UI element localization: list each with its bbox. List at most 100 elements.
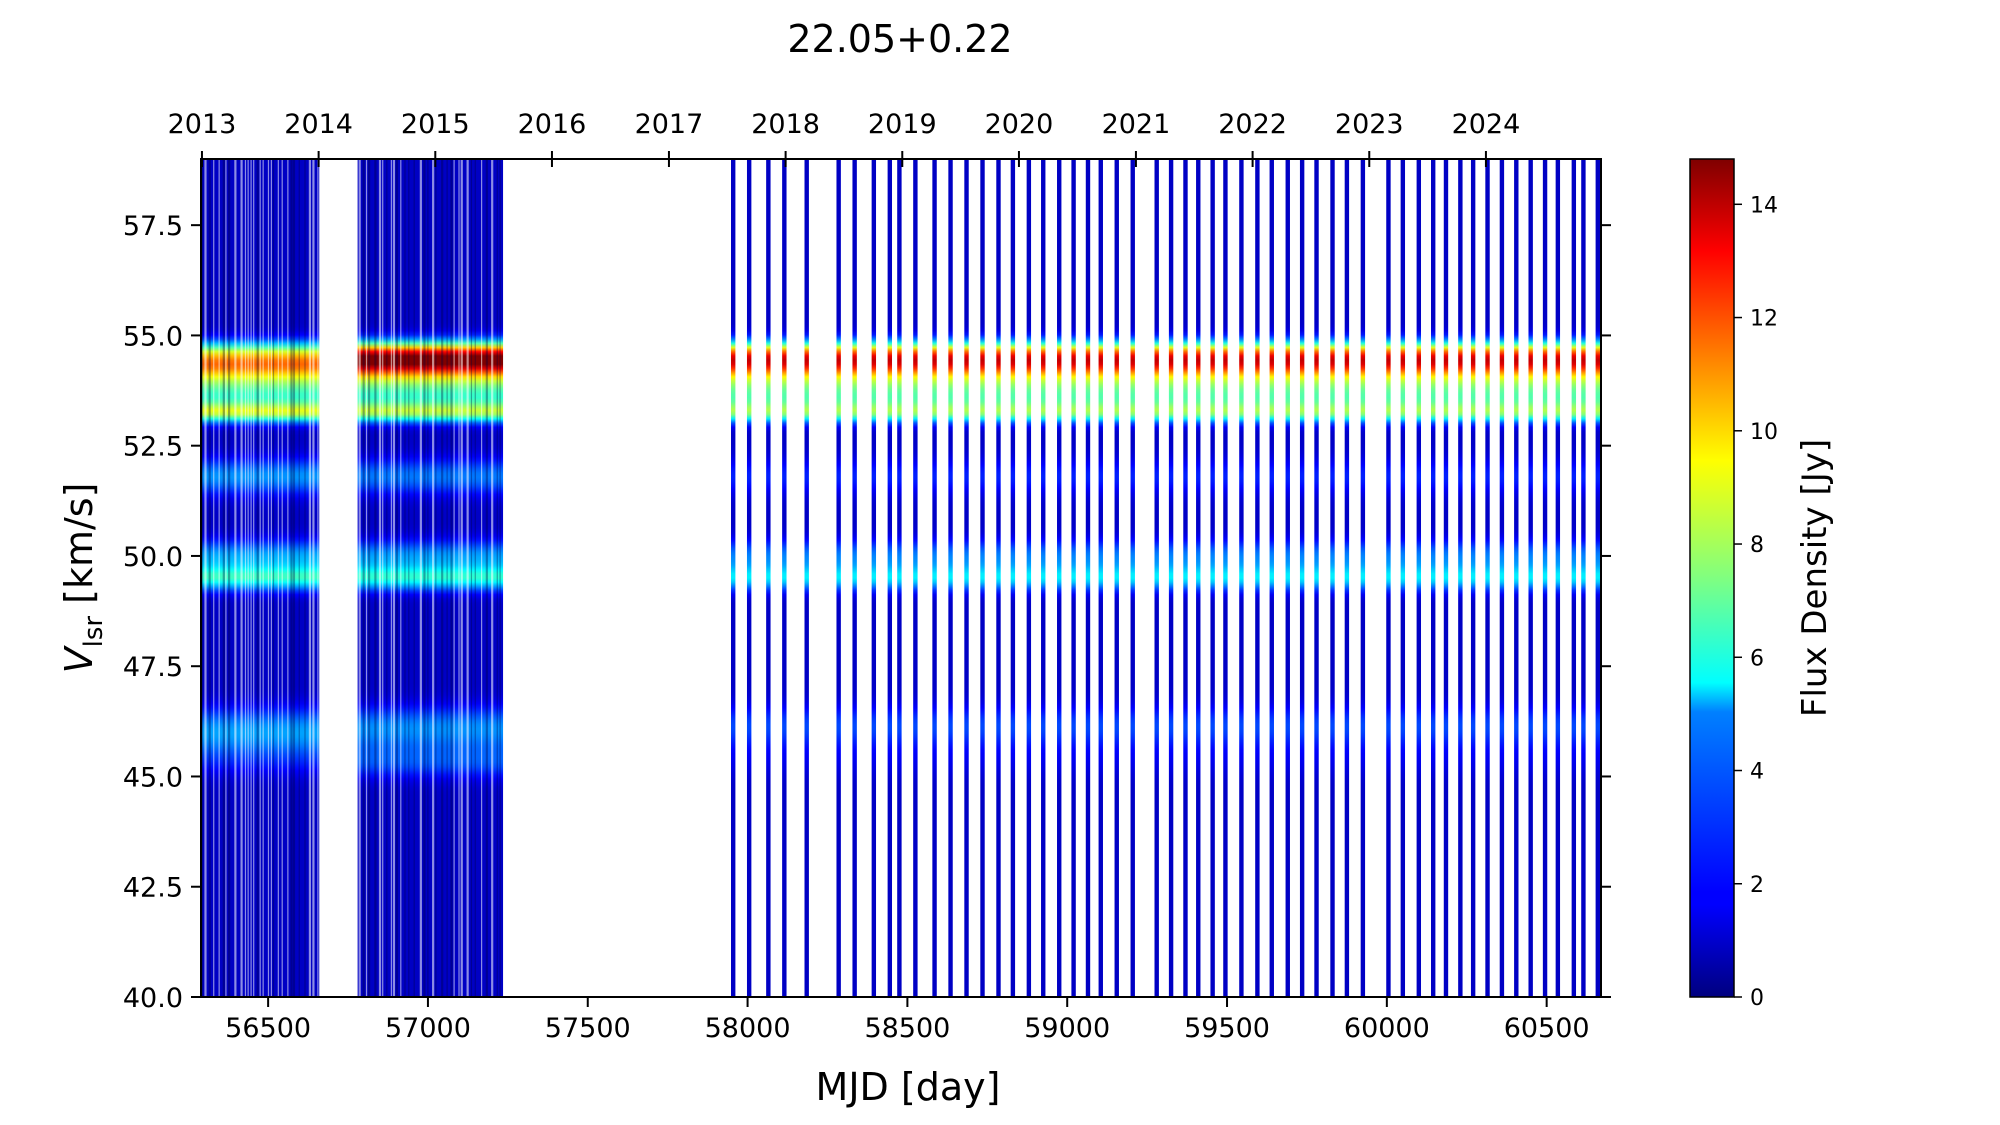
epoch-line: [1571, 159, 1577, 997]
y-tick-label: 45.0: [123, 762, 183, 793]
epoch-line: [1010, 159, 1016, 997]
epoch-line: [1443, 159, 1449, 997]
epoch-line: [367, 159, 371, 997]
epoch-line: [208, 159, 211, 997]
epoch-line: [470, 159, 473, 997]
epoch-line: [932, 159, 937, 997]
colorbar-tick-label: 6: [1750, 646, 1764, 671]
epoch-line: [272, 159, 275, 997]
epoch-line: [374, 159, 377, 997]
epoch-line: [292, 159, 296, 997]
epoch-line: [1154, 159, 1159, 997]
epoch-line: [1269, 159, 1274, 997]
colorbar-tick-label: 14: [1750, 193, 1778, 218]
epoch-line: [453, 159, 455, 997]
epoch-line: [201, 159, 204, 997]
y-tick-label: 57.5: [123, 211, 183, 242]
x-tick-label: 56500: [225, 1013, 311, 1044]
epoch-line: [1255, 159, 1260, 997]
epoch-line: [270, 159, 272, 997]
epoch-line: [1595, 159, 1601, 997]
colorbar-tick-label: 4: [1750, 760, 1764, 785]
top-tick-label: 2015: [401, 109, 470, 140]
epoch-line: [1168, 159, 1174, 997]
epoch-line: [852, 159, 857, 997]
epoch-line: [481, 159, 483, 997]
epoch-line: [1098, 159, 1103, 997]
epoch-line: [312, 159, 315, 997]
epoch-line: [474, 159, 476, 997]
top-axis: 2013 2014 2015 2016 2017 2018 2019 2020 2021 2022…: [168, 109, 1521, 167]
epoch-line: [1210, 159, 1215, 997]
epoch-line: [964, 159, 969, 997]
epoch-line: [427, 159, 429, 997]
epoch-line: [408, 159, 410, 997]
epoch-line: [1499, 159, 1505, 997]
top-tick-label: 2013: [168, 109, 237, 140]
x-tick-label: 57500: [545, 1013, 631, 1044]
epoch-line: [1130, 159, 1135, 997]
plot-frame: [200, 158, 1602, 998]
top-tick-label: 2024: [1452, 109, 1521, 140]
colorbar-tick-label: 8: [1750, 533, 1764, 558]
epoch-line: [404, 159, 406, 997]
epoch-line: [1555, 159, 1561, 997]
epoch-line: [804, 159, 809, 997]
epoch-line: [1360, 159, 1366, 997]
epoch-line: [222, 159, 225, 997]
epoch-line: [496, 159, 498, 997]
epoch-line: [213, 159, 215, 997]
epoch-line: [432, 159, 435, 997]
epoch-line: [450, 159, 453, 997]
epoch-line: [1386, 159, 1391, 997]
epoch-line: [413, 159, 415, 997]
x-tick-label: 59000: [1024, 1013, 1110, 1044]
colorbar-tick-label: 0: [1750, 986, 1764, 1011]
y-tick-label: 42.5: [123, 873, 183, 904]
y-axis-label-main: V: [57, 644, 101, 673]
epoch-line: [460, 159, 463, 997]
epoch-line: [491, 159, 494, 997]
epoch-line: [419, 159, 422, 997]
epoch-line: [400, 159, 402, 997]
y-axis-label: Vlsr [km/s]: [57, 483, 109, 674]
top-tick-label: 2020: [985, 109, 1054, 140]
epoch-line: [204, 159, 207, 997]
epoch-line: [244, 159, 247, 997]
top-tick-label: 2014: [284, 109, 353, 140]
epoch-line: [1285, 159, 1290, 997]
epoch-line: [317, 159, 319, 997]
epoch-line: [446, 159, 448, 997]
epoch-line: [458, 159, 460, 997]
epoch-line: [218, 159, 220, 997]
epoch-line: [1026, 159, 1032, 997]
epoch-line: [287, 159, 289, 997]
x-tick-label: 60500: [1504, 1013, 1590, 1044]
epoch-line: [259, 159, 261, 997]
epoch-line: [362, 159, 365, 997]
epoch-line: [262, 159, 264, 997]
epoch-line: [247, 159, 249, 997]
epoch-line: [240, 159, 243, 997]
colorbar-tick-label: 12: [1750, 307, 1778, 332]
y-tick-label: 52.5: [123, 432, 183, 463]
colorbar-tick-label: 2: [1750, 873, 1764, 898]
epoch-line: [746, 159, 752, 997]
heatmap-area: [201, 159, 1601, 997]
y-axis-label-sub: lsr: [79, 616, 109, 648]
epoch-line: [466, 159, 469, 997]
epoch-line: [499, 159, 501, 997]
epoch-line: [730, 159, 736, 997]
epoch-line: [1330, 159, 1335, 997]
epoch-line: [782, 159, 787, 997]
top-tick-label: 2019: [868, 109, 937, 140]
epoch-line: [253, 159, 255, 997]
x-axis: 56500 57000 57500 58000 58500 59000 59500 60000…: [225, 997, 1590, 1044]
epoch-line: [250, 159, 252, 997]
epoch-line: [1314, 159, 1319, 997]
epoch-line: [277, 159, 279, 997]
epoch-line: [267, 159, 270, 997]
epoch-line: [766, 159, 771, 997]
epoch-line: [304, 159, 306, 997]
